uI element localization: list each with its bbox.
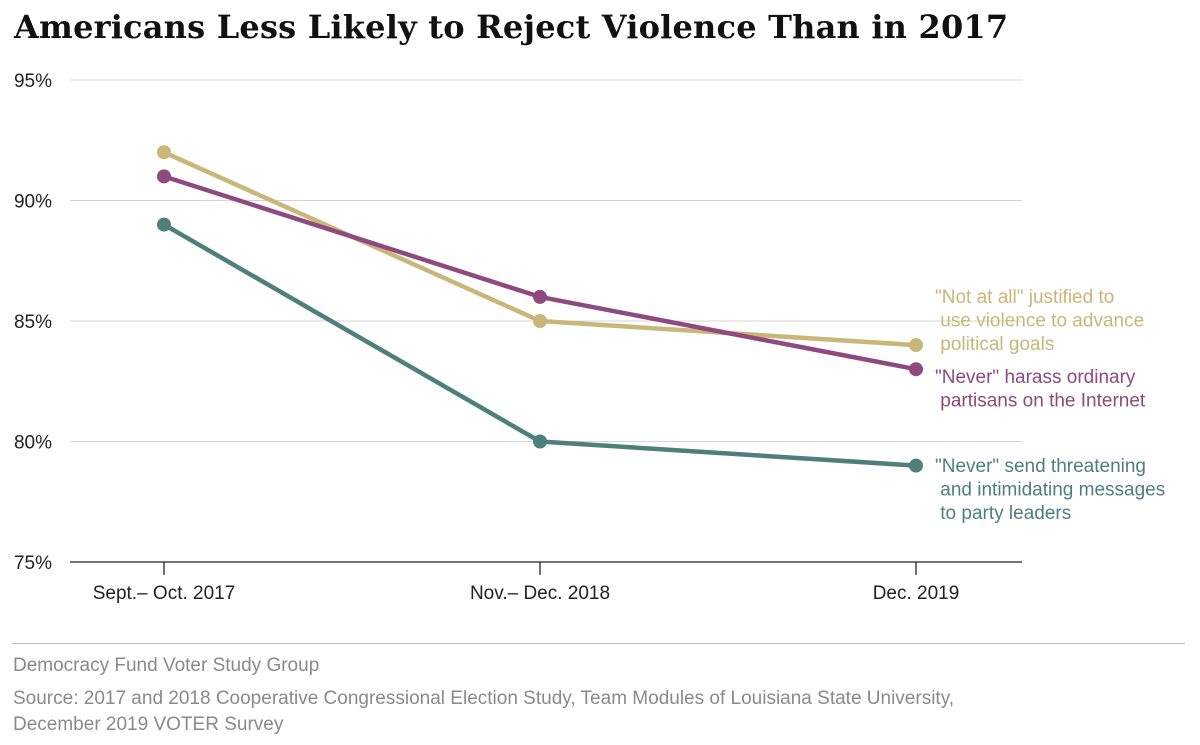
series-label-1: "Not at all" justified to use violence t…	[935, 287, 1144, 355]
data-point	[533, 289, 547, 304]
series-lines	[161, 150, 919, 468]
x-tick-label: Nov.– Dec. 2018	[470, 583, 610, 604]
data-point	[157, 145, 171, 160]
series-label-line: partisans on the Internet	[935, 391, 1146, 412]
data-point	[533, 434, 547, 449]
y-axis: 75% 80% 85% 90% 95%	[14, 71, 52, 574]
data-point	[909, 338, 923, 353]
series-label-line: "Not at all" justified to	[935, 287, 1114, 308]
series-label-line: and intimidating messages	[935, 480, 1165, 501]
line-chart: 75% 80% 85% 90% 95% Sept.– Oct. 2017 Nov.– De…	[14, 71, 1165, 604]
chart-title: Americans Less Likely to Reject Violence…	[14, 8, 1009, 46]
y-tick-label: 75%	[14, 553, 52, 574]
y-tick-label: 85%	[14, 312, 52, 333]
series-label-line: use violence to advance	[935, 311, 1144, 332]
data-point	[157, 217, 171, 232]
series-label-line: "Never" send threatening	[935, 456, 1146, 477]
data-point	[533, 314, 547, 328]
series-label-line: to party leaders	[935, 503, 1071, 524]
series-label-3: "Never" send threatening and intimidatin…	[935, 456, 1165, 524]
gridlines	[70, 79, 1022, 442]
y-tick-label: 90%	[14, 192, 52, 213]
source-note: Source: 2017 and 2018 Cooperative Congre…	[13, 688, 955, 735]
x-tick-label: Dec. 2019	[873, 583, 960, 604]
series-labels: "Not at all" justified to use violence t…	[935, 287, 1165, 524]
data-point	[157, 169, 171, 184]
series-label-2: "Never" harass ordinary partisans on the…	[935, 367, 1146, 412]
x-tick-label: Sept.– Oct. 2017	[93, 583, 236, 604]
footer-divider	[12, 643, 1185, 644]
y-tick-label: 80%	[14, 433, 52, 454]
series-label-line: political goals	[935, 334, 1054, 355]
data-point	[909, 362, 923, 377]
x-axis: Sept.– Oct. 2017 Nov.– Dec. 2018 Dec. 2019	[70, 561, 1022, 604]
data-point	[909, 458, 923, 473]
series-line-3	[161, 222, 919, 468]
series-label-line: "Never" harass ordinary	[935, 367, 1136, 388]
credit-text: Democracy Fund Voter Study Group	[13, 655, 320, 676]
series-points	[157, 145, 923, 473]
y-tick-label: 95%	[14, 71, 52, 92]
